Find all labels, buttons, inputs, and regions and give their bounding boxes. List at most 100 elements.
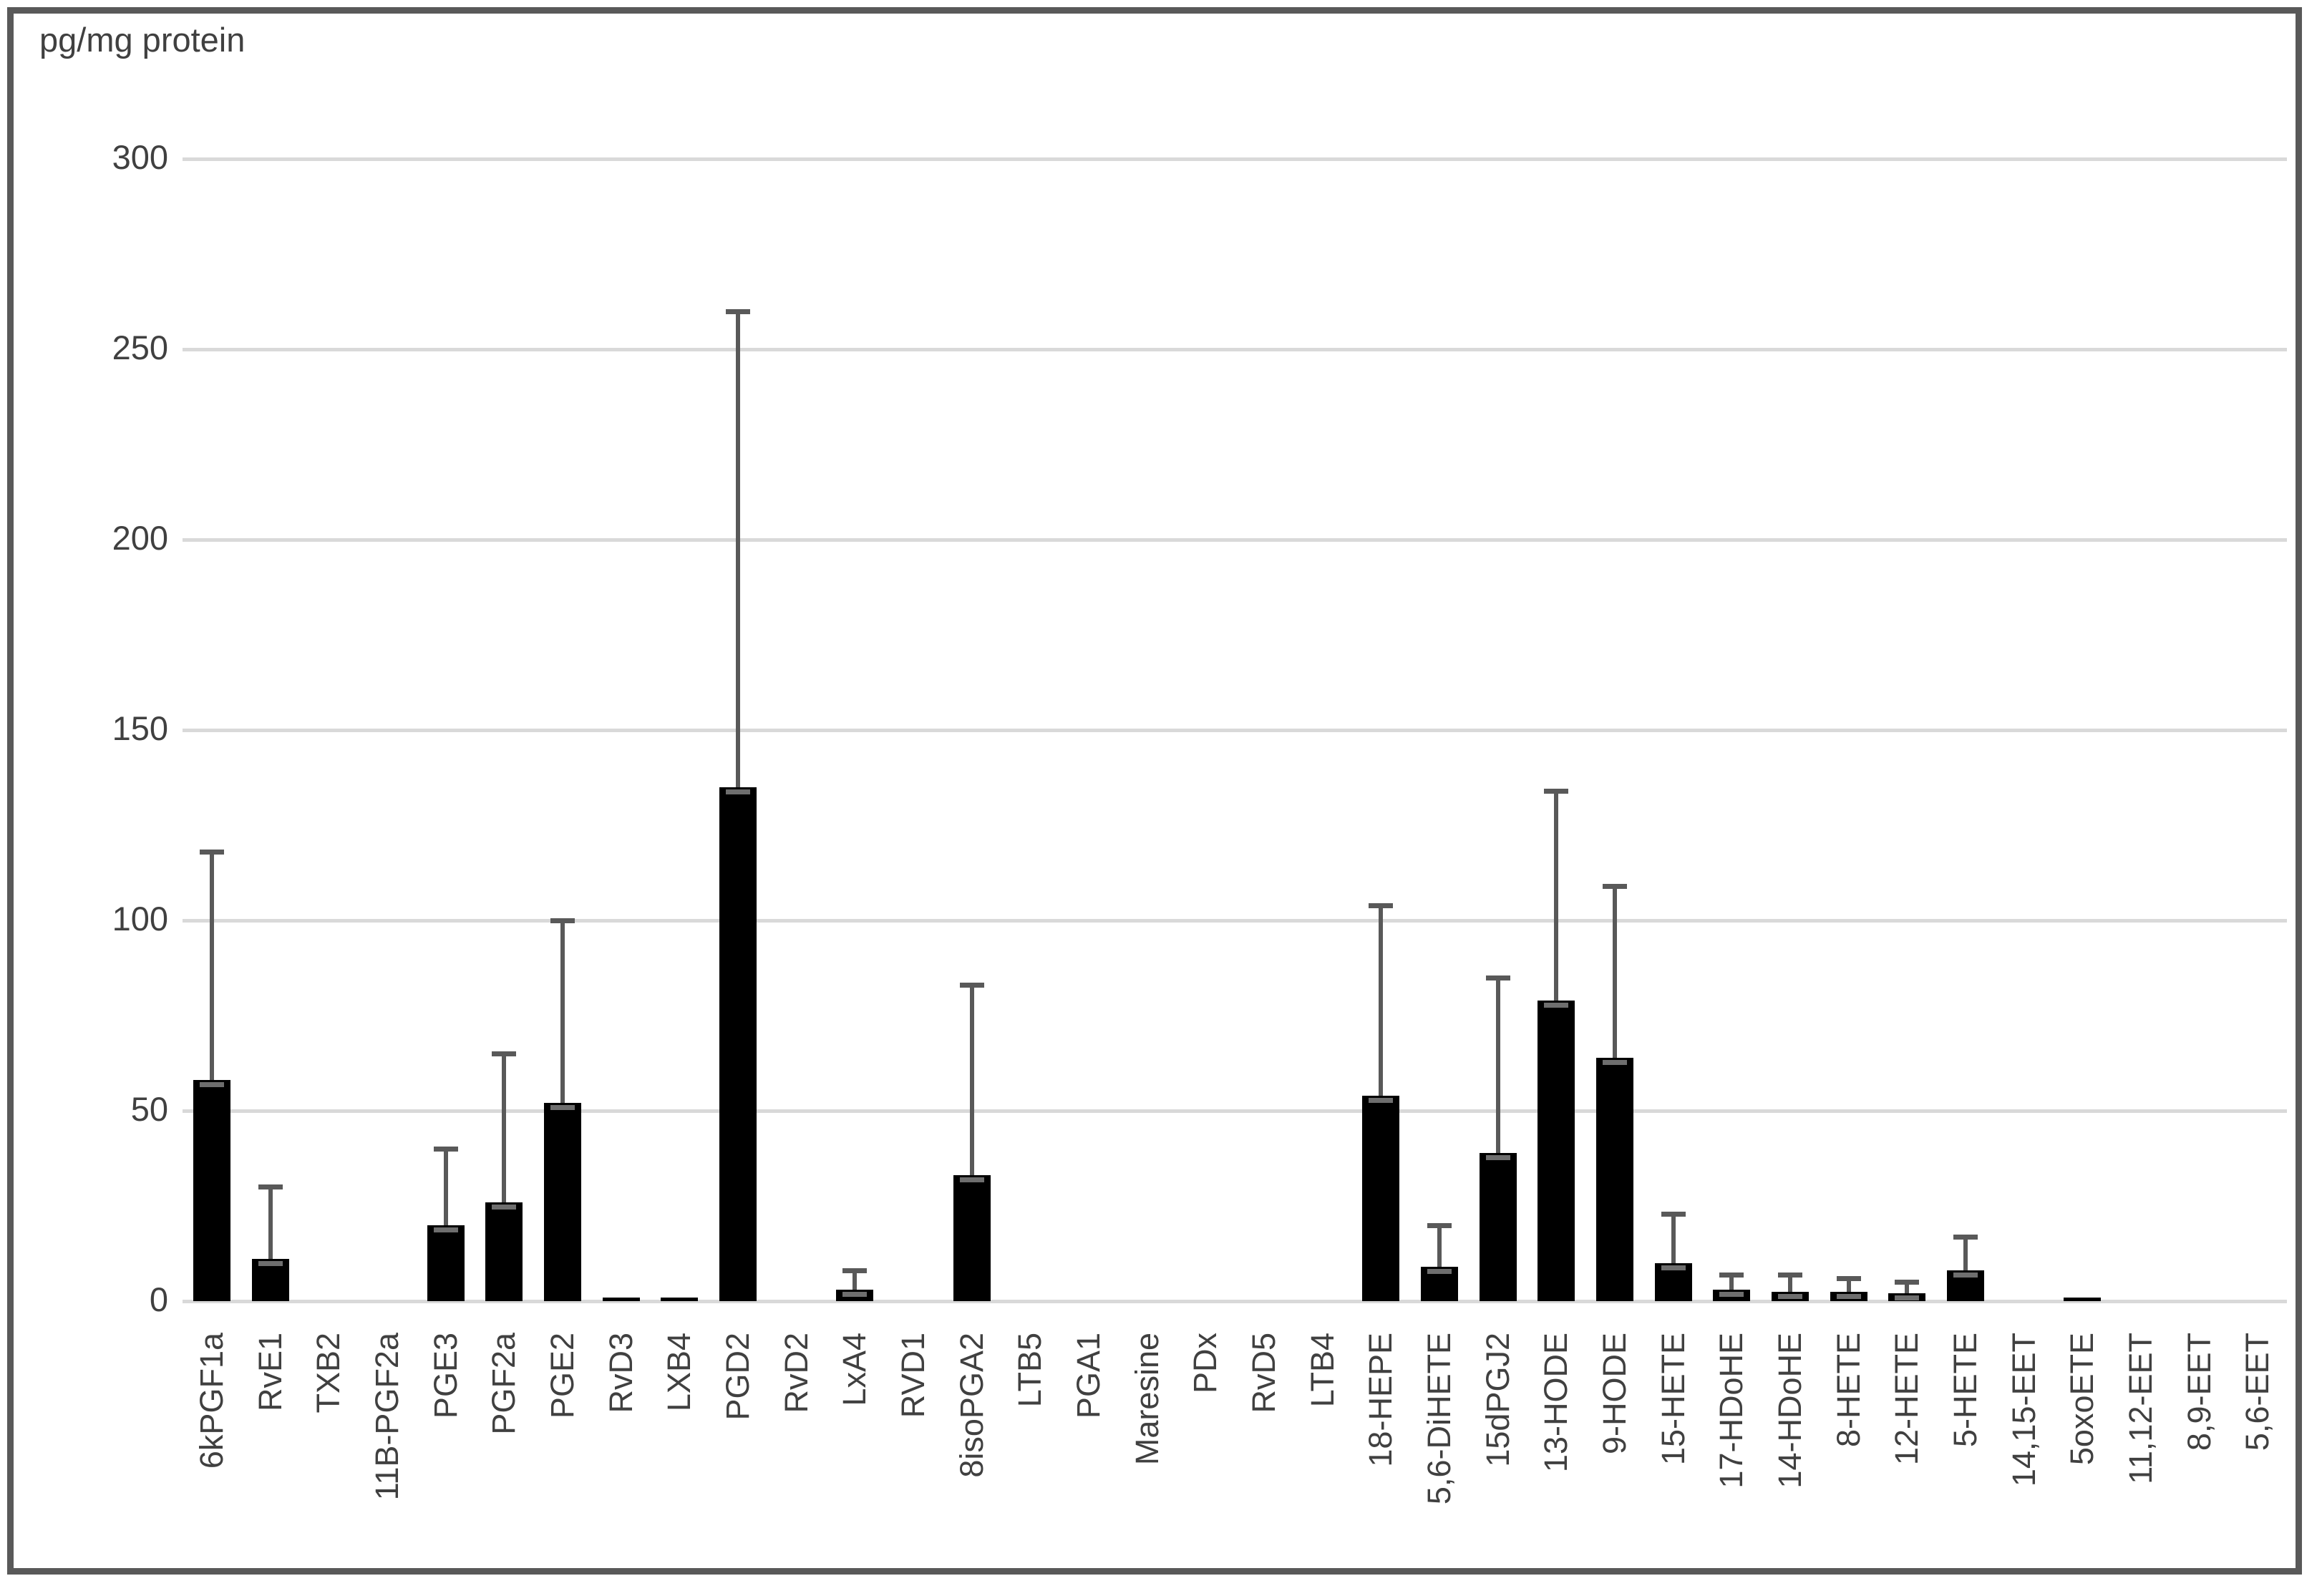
x-axis-label-LTB5: LTB5 — [1011, 1333, 1049, 1408]
gridline-200 — [183, 538, 2287, 542]
error-bar-cap-top-5,6-DiHETE — [1427, 1222, 1452, 1228]
error-bar-9-HODE — [1612, 886, 1617, 1058]
error-bar-cap-bottom-5,6-DiHETE — [1427, 1269, 1452, 1275]
error-bar-cap-bottom-15-HETE — [1661, 1265, 1686, 1270]
error-bar-cap-top-15dPGJ2 — [1485, 975, 1510, 981]
gridline-50 — [183, 1109, 2287, 1113]
error-bar-cap-bottom-9-HODE — [1602, 1059, 1627, 1065]
error-bar-cap-bottom-RvE1 — [258, 1261, 283, 1267]
bar-5oxoETE — [2064, 1297, 2102, 1301]
y-tick-label-100: 100 — [112, 900, 168, 938]
error-bar-cap-bottom-PGE3 — [433, 1227, 458, 1232]
x-axis-label-5,6-EET: 5,6-EET — [2239, 1333, 2276, 1451]
error-bar-15dPGJ2 — [1495, 977, 1500, 1153]
x-label-cell: 5,6-DiHETE — [1410, 1333, 1469, 1569]
error-bar-PGD2 — [735, 311, 740, 787]
x-label-cell: RVD1 — [884, 1333, 943, 1569]
error-bar-cap-top-5-HETE — [1953, 1234, 1978, 1240]
x-label-cell: 15-HETE — [1644, 1333, 1703, 1569]
x-axis-label-TXB2: TXB2 — [310, 1333, 347, 1413]
error-bar-cap-bottom-PGD2 — [725, 789, 750, 794]
error-bar-cap-top-17-HDoHE — [1719, 1272, 1744, 1278]
x-label-cell: 5-HETE — [1936, 1333, 1995, 1569]
x-label-cell: PGF2a — [475, 1333, 533, 1569]
bar-18-HEPE — [1362, 1095, 1400, 1301]
x-label-cell: RvD5 — [1235, 1333, 1293, 1569]
error-bar-15-HETE — [1671, 1213, 1676, 1263]
error-bar-18-HEPE — [1379, 905, 1384, 1096]
error-bar-cap-bottom-PGF2a — [492, 1204, 517, 1210]
error-bar-cap-top-PGF2a — [492, 1051, 517, 1057]
error-bar-5-HETE — [1963, 1236, 1968, 1271]
gridline-0 — [183, 1300, 2287, 1303]
x-axis-label-5-HETE: 5-HETE — [1947, 1333, 1984, 1448]
x-label-cell: 8isoPGA2 — [943, 1333, 1001, 1569]
bar-8isoPGA2 — [953, 1175, 991, 1301]
error-bar-cap-top-LxA4 — [842, 1268, 868, 1274]
x-label-cell: Maresine — [1118, 1333, 1177, 1569]
error-bar-cap-top-PGD2 — [725, 308, 750, 314]
x-label-cell: 11B-PGF2a — [358, 1333, 417, 1569]
x-label-cell: 5oxoETE — [2054, 1333, 2112, 1569]
x-axis-label-15dPGJ2: 15dPGJ2 — [1479, 1333, 1516, 1467]
gridline-100 — [183, 919, 2287, 923]
x-label-cell: PGE2 — [533, 1333, 592, 1569]
error-bar-cap-bottom-6kPGF1a — [199, 1082, 224, 1088]
error-bar-PGF2a — [502, 1054, 507, 1202]
x-label-cell: LXB4 — [650, 1333, 709, 1569]
y-tick-label-0: 0 — [149, 1280, 168, 1318]
y-tick-label-150: 150 — [112, 709, 168, 747]
error-bar-cap-bottom-15dPGJ2 — [1485, 1154, 1510, 1160]
bar-6kPGF1a — [193, 1080, 230, 1301]
x-axis-label-12-HETE: 12-HETE — [1888, 1333, 1925, 1466]
error-bar-cap-top-13-HODE — [1544, 789, 1569, 794]
error-bar-cap-bottom-8isoPGA2 — [959, 1177, 984, 1183]
x-label-cell: 14-HDoHE — [1761, 1333, 1820, 1569]
error-bar-cap-bottom-8-HETE — [1836, 1293, 1861, 1299]
x-axis-label-14,15-EET: 14,15-EET — [2005, 1333, 2042, 1487]
gridline-250 — [183, 348, 2287, 351]
x-label-cell: RvE1 — [241, 1333, 300, 1569]
x-axis-label-LTB4: LTB4 — [1303, 1333, 1341, 1408]
error-bar-cap-bottom-17-HDoHE — [1719, 1292, 1744, 1298]
x-label-cell: RvD3 — [592, 1333, 651, 1569]
y-axis-unit-title: pg/mg protein — [39, 21, 246, 59]
x-axis-label-PGE3: PGE3 — [427, 1333, 464, 1419]
x-label-cell: PGE3 — [417, 1333, 475, 1569]
error-bar-cap-bottom-PGE2 — [550, 1105, 575, 1111]
error-bar-17-HDoHE — [1729, 1274, 1734, 1290]
error-bar-cap-top-18-HEPE — [1369, 902, 1394, 908]
error-bar-8isoPGA2 — [969, 985, 974, 1176]
x-axis-label-RvE1: RvE1 — [251, 1333, 288, 1412]
error-bar-cap-top-9-HODE — [1602, 884, 1627, 890]
x-label-cell: 8,9-EET — [2170, 1333, 2229, 1569]
x-axis-label-5oxoETE: 5oxoETE — [2064, 1333, 2101, 1466]
bar-13-HODE — [1538, 1000, 1575, 1301]
x-axis-label-RvD2: RvD2 — [777, 1333, 815, 1413]
error-bar-12-HETE — [1905, 1282, 1910, 1294]
x-label-cell: 5,6-EET — [2229, 1333, 2288, 1569]
x-axis-label-RVD1: RVD1 — [895, 1333, 932, 1419]
y-tick-label-50: 50 — [130, 1090, 168, 1128]
figure-border — [7, 7, 2302, 1575]
x-axis-label-PGE2: PGE2 — [543, 1333, 580, 1419]
error-bar-cap-top-6kPGF1a — [199, 850, 224, 855]
x-label-cell: 12-HETE — [1877, 1333, 1936, 1569]
x-axis-labels: 6kPGF1a RvE1 TXB2 11B-PGF2a PGE3 PGF2a PGE2 RvD… — [183, 1333, 2287, 1569]
x-axis-label-Maresine: Maresine — [1128, 1333, 1165, 1466]
x-label-cell: LTB4 — [1293, 1333, 1352, 1569]
bar-LXB4 — [661, 1297, 699, 1301]
error-bar-cap-bottom-LxA4 — [842, 1292, 868, 1298]
error-bar-cap-top-8-HETE — [1836, 1276, 1861, 1282]
error-bar-cap-bottom-18-HEPE — [1369, 1097, 1394, 1103]
x-label-cell: PGD2 — [709, 1333, 767, 1569]
x-axis-label-11,12-EET: 11,12-EET — [2122, 1333, 2160, 1484]
x-label-cell: TXB2 — [299, 1333, 358, 1569]
x-axis-label-9-HODE: 9-HODE — [1596, 1333, 1633, 1455]
x-axis-label-LXB4: LXB4 — [661, 1333, 698, 1412]
error-bar-PGE3 — [443, 1149, 448, 1225]
x-axis-label-8isoPGA2: 8isoPGA2 — [953, 1333, 990, 1478]
error-bar-cap-top-12-HETE — [1895, 1280, 1920, 1285]
gridline-300 — [183, 157, 2287, 161]
